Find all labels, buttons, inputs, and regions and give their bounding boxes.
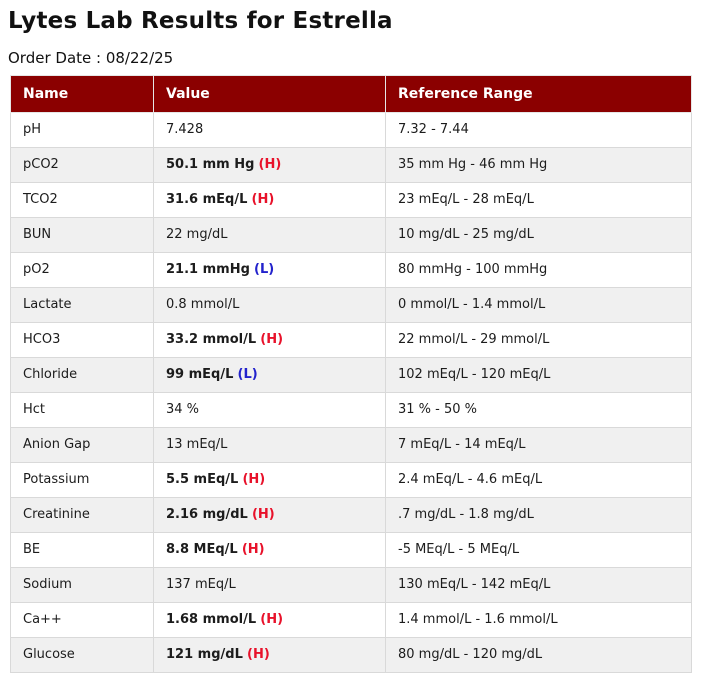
table-row: Chloride 99 mEq/L (L) 102 mEq/L - 120 mEq/… bbox=[10, 356, 692, 393]
abnormal-flag: (H) bbox=[260, 332, 284, 348]
analyte-name: BUN bbox=[10, 216, 154, 253]
result-value: 0.8 mmol/L bbox=[166, 297, 240, 313]
result-value: 21.1 mmHg bbox=[166, 262, 250, 278]
result-value: 31.6 mEq/L bbox=[166, 192, 248, 208]
analyte-name: HCO3 bbox=[10, 321, 154, 358]
abnormal-flag: (H) bbox=[241, 542, 265, 558]
reference-range: 2.4 mEq/L - 4.6 mEq/L bbox=[385, 461, 692, 498]
result-value-cell: 22 mg/dL bbox=[153, 216, 386, 253]
reference-range: 0 mmol/L - 1.4 mmol/L bbox=[385, 286, 692, 323]
analyte-name: Potassium bbox=[10, 461, 154, 498]
analyte-name: Lactate bbox=[10, 286, 154, 323]
reference-range: 80 mmHg - 100 mmHg bbox=[385, 251, 692, 288]
table-row: pO2 21.1 mmHg (L) 80 mmHg - 100 mmHg bbox=[10, 251, 692, 288]
table-row: Potassium 5.5 mEq/L (H) 2.4 mEq/L - 4.6 mE… bbox=[10, 461, 692, 498]
result-value: 99 mEq/L bbox=[166, 367, 234, 383]
reference-range: 1.4 mmol/L - 1.6 mmol/L bbox=[385, 601, 692, 638]
page-title: Lytes Lab Results for Estrella bbox=[8, 8, 393, 34]
header-row: Name Value Reference Range bbox=[10, 74, 692, 113]
results-table-header: Name Value Reference Range bbox=[10, 74, 692, 113]
reference-range: 22 mmol/L - 29 mmol/L bbox=[385, 321, 692, 358]
result-value-cell: 31.6 mEq/L (H) bbox=[153, 181, 386, 218]
abnormal-flag: (H) bbox=[251, 192, 275, 208]
result-value-cell: 99 mEq/L (L) bbox=[153, 356, 386, 393]
table-row: BE 8.8 MEq/L (H) -5 MEq/L - 5 MEq/L bbox=[10, 531, 692, 568]
reference-range: 23 mEq/L - 28 mEq/L bbox=[385, 181, 692, 218]
result-value: 5.5 mEq/L bbox=[166, 472, 239, 488]
column-header-name: Name bbox=[10, 74, 154, 113]
result-value-cell: 21.1 mmHg (L) bbox=[153, 251, 386, 288]
result-value-cell: 1.68 mmol/L (H) bbox=[153, 601, 386, 638]
analyte-name: Creatinine bbox=[10, 496, 154, 533]
table-row: Ca++ 1.68 mmol/L (H) 1.4 mmol/L - 1.6 mmol… bbox=[10, 601, 692, 638]
abnormal-flag: (H) bbox=[247, 647, 270, 663]
analyte-name: Anion Gap bbox=[10, 426, 154, 463]
result-value: 8.8 MEq/L bbox=[166, 542, 238, 558]
analyte-name: Glucose bbox=[10, 636, 154, 673]
table-row: Glucose 121 mg/dL (H) 80 mg/dL - 120 mg/dL bbox=[10, 636, 692, 673]
column-header-value: Value bbox=[153, 74, 386, 113]
table-row: Sodium 137 mEq/L 130 mEq/L - 142 mEq/L bbox=[10, 566, 692, 603]
analyte-name: pCO2 bbox=[10, 146, 154, 183]
table-row: Anion Gap 13 mEq/L 7 mEq/L - 14 mEq/L bbox=[10, 426, 692, 463]
analyte-name: pH bbox=[10, 111, 154, 148]
analyte-name: TCO2 bbox=[10, 181, 154, 218]
result-value: 2.16 mg/dL bbox=[166, 507, 248, 523]
table-row: HCO3 33.2 mmol/L (H) 22 mmol/L - 29 mmol/L bbox=[10, 321, 692, 358]
result-value: 13 mEq/L bbox=[166, 437, 228, 453]
table-row: Creatinine 2.16 mg/dL (H) .7 mg/dL - 1.8 m… bbox=[10, 496, 692, 533]
result-value: 22 mg/dL bbox=[166, 227, 228, 243]
table-row: BUN 22 mg/dL 10 mg/dL - 25 mg/dL bbox=[10, 216, 692, 253]
reference-range: 7 mEq/L - 14 mEq/L bbox=[385, 426, 692, 463]
reference-range: -5 MEq/L - 5 MEq/L bbox=[385, 531, 692, 568]
reference-range: 80 mg/dL - 120 mg/dL bbox=[385, 636, 692, 673]
table-row: TCO2 31.6 mEq/L (H) 23 mEq/L - 28 mEq/L bbox=[10, 181, 692, 218]
reference-range: 35 mm Hg - 46 mm Hg bbox=[385, 146, 692, 183]
result-value: 7.428 bbox=[166, 122, 204, 138]
analyte-name: Sodium bbox=[10, 566, 154, 603]
result-value-cell: 0.8 mmol/L bbox=[153, 286, 386, 323]
reference-range: 31 % - 50 % bbox=[385, 391, 692, 428]
reference-range: .7 mg/dL - 1.8 mg/dL bbox=[385, 496, 692, 533]
abnormal-flag: (H) bbox=[260, 612, 284, 628]
analyte-name: Ca++ bbox=[10, 601, 154, 638]
reference-range: 130 mEq/L - 142 mEq/L bbox=[385, 566, 692, 603]
result-value: 34 % bbox=[166, 402, 200, 418]
column-header-reference-range: Reference Range bbox=[385, 74, 692, 113]
abnormal-flag: (L) bbox=[237, 367, 258, 383]
reference-range: 10 mg/dL - 25 mg/dL bbox=[385, 216, 692, 253]
result-value-cell: 8.8 MEq/L (H) bbox=[153, 531, 386, 568]
results-table-body: pH 7.428 7.32 - 7.44 pCO2 50.1 mm Hg (H) 35 m… bbox=[10, 111, 692, 673]
result-value: 121 mg/dL bbox=[166, 647, 243, 663]
result-value-cell: 2.16 mg/dL (H) bbox=[153, 496, 386, 533]
analyte-name: BE bbox=[10, 531, 154, 568]
result-value-cell: 34 % bbox=[153, 391, 386, 428]
result-value-cell: 137 mEq/L bbox=[153, 566, 386, 603]
table-row: Lactate 0.8 mmol/L 0 mmol/L - 1.4 mmol/L bbox=[10, 286, 692, 323]
reference-range: 102 mEq/L - 120 mEq/L bbox=[385, 356, 692, 393]
result-value-cell: 7.428 bbox=[153, 111, 386, 148]
abnormal-flag: (H) bbox=[251, 507, 275, 523]
result-value-cell: 13 mEq/L bbox=[153, 426, 386, 463]
analyte-name: Hct bbox=[10, 391, 154, 428]
result-value-cell: 121 mg/dL (H) bbox=[153, 636, 386, 673]
result-value-cell: 33.2 mmol/L (H) bbox=[153, 321, 386, 358]
abnormal-flag: (H) bbox=[258, 157, 282, 173]
table-row: pH 7.428 7.32 - 7.44 bbox=[10, 111, 692, 148]
table-row: pCO2 50.1 mm Hg (H) 35 mm Hg - 46 mm Hg bbox=[10, 146, 692, 183]
result-value: 1.68 mmol/L bbox=[166, 612, 257, 628]
abnormal-flag: (L) bbox=[254, 262, 275, 278]
result-value-cell: 5.5 mEq/L (H) bbox=[153, 461, 386, 498]
analyte-name: pO2 bbox=[10, 251, 154, 288]
abnormal-flag: (H) bbox=[242, 472, 266, 488]
result-value: 50.1 mm Hg bbox=[166, 157, 255, 173]
reference-range: 7.32 - 7.44 bbox=[385, 111, 692, 148]
analyte-name: Chloride bbox=[10, 356, 154, 393]
result-value: 137 mEq/L bbox=[166, 577, 236, 593]
lab-results-table: Name Value Reference Range pH 7.428 7.32 -… bbox=[10, 74, 692, 673]
order-date-label: Order Date : 08/22/25 bbox=[8, 48, 174, 67]
result-value-cell: 50.1 mm Hg (H) bbox=[153, 146, 386, 183]
result-value: 33.2 mmol/L bbox=[166, 332, 257, 348]
table-row: Hct 34 % 31 % - 50 % bbox=[10, 391, 692, 428]
